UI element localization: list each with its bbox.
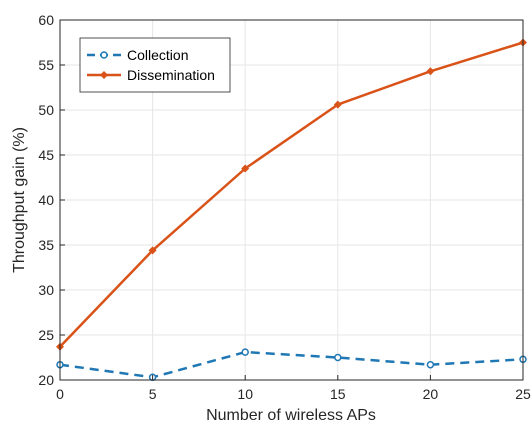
x-axis-label: Number of wireless APs bbox=[206, 407, 376, 424]
series-line-collection bbox=[59, 350, 524, 379]
y-tick-label: 50 bbox=[38, 102, 54, 118]
data-point-collection bbox=[334, 353, 342, 362]
data-point-dissemination bbox=[241, 164, 250, 173]
x-tick-label: 20 bbox=[423, 386, 439, 402]
y-tick-label: 35 bbox=[38, 237, 54, 253]
data-point-collection bbox=[241, 348, 249, 356]
x-tick-label: 10 bbox=[237, 386, 253, 402]
data-point-dissemination bbox=[148, 246, 157, 255]
legend-dissemination-label: Dissemination bbox=[127, 67, 215, 83]
y-tick-label: 25 bbox=[38, 327, 54, 343]
y-tick-label: 60 bbox=[38, 12, 54, 28]
y-axis: 20 25 30 35 40 45 50 55 60 bbox=[38, 12, 65, 388]
legend-collection-marker bbox=[100, 51, 108, 59]
y-tick-label: 30 bbox=[38, 282, 54, 298]
grid-lines bbox=[60, 20, 523, 380]
y-axis-label: Throughput gain (%) bbox=[11, 127, 28, 273]
data-point-dissemination bbox=[333, 100, 342, 109]
legend-dissemination-marker bbox=[100, 71, 108, 79]
x-tick-label: 25 bbox=[515, 386, 531, 402]
legend: Collection Dissemination bbox=[79, 37, 231, 93]
y-tick-label: 55 bbox=[38, 57, 54, 73]
legend-box bbox=[79, 37, 231, 93]
x-axis: 0 5 10 15 20 25 bbox=[56, 375, 531, 402]
x-tick-label: 0 bbox=[56, 386, 64, 402]
data-point-collection bbox=[426, 360, 435, 369]
y-tick-label: 40 bbox=[38, 192, 54, 208]
series-layer bbox=[56, 38, 527, 382]
x-tick-label: 15 bbox=[330, 386, 346, 402]
series-line-dissemination bbox=[59, 41, 524, 348]
x-tick-label: 5 bbox=[149, 386, 157, 402]
legend-collection-label: Collection bbox=[127, 47, 188, 63]
y-tick-label: 45 bbox=[38, 147, 54, 163]
y-tick-label: 20 bbox=[38, 372, 54, 388]
data-point-dissemination bbox=[426, 67, 435, 76]
